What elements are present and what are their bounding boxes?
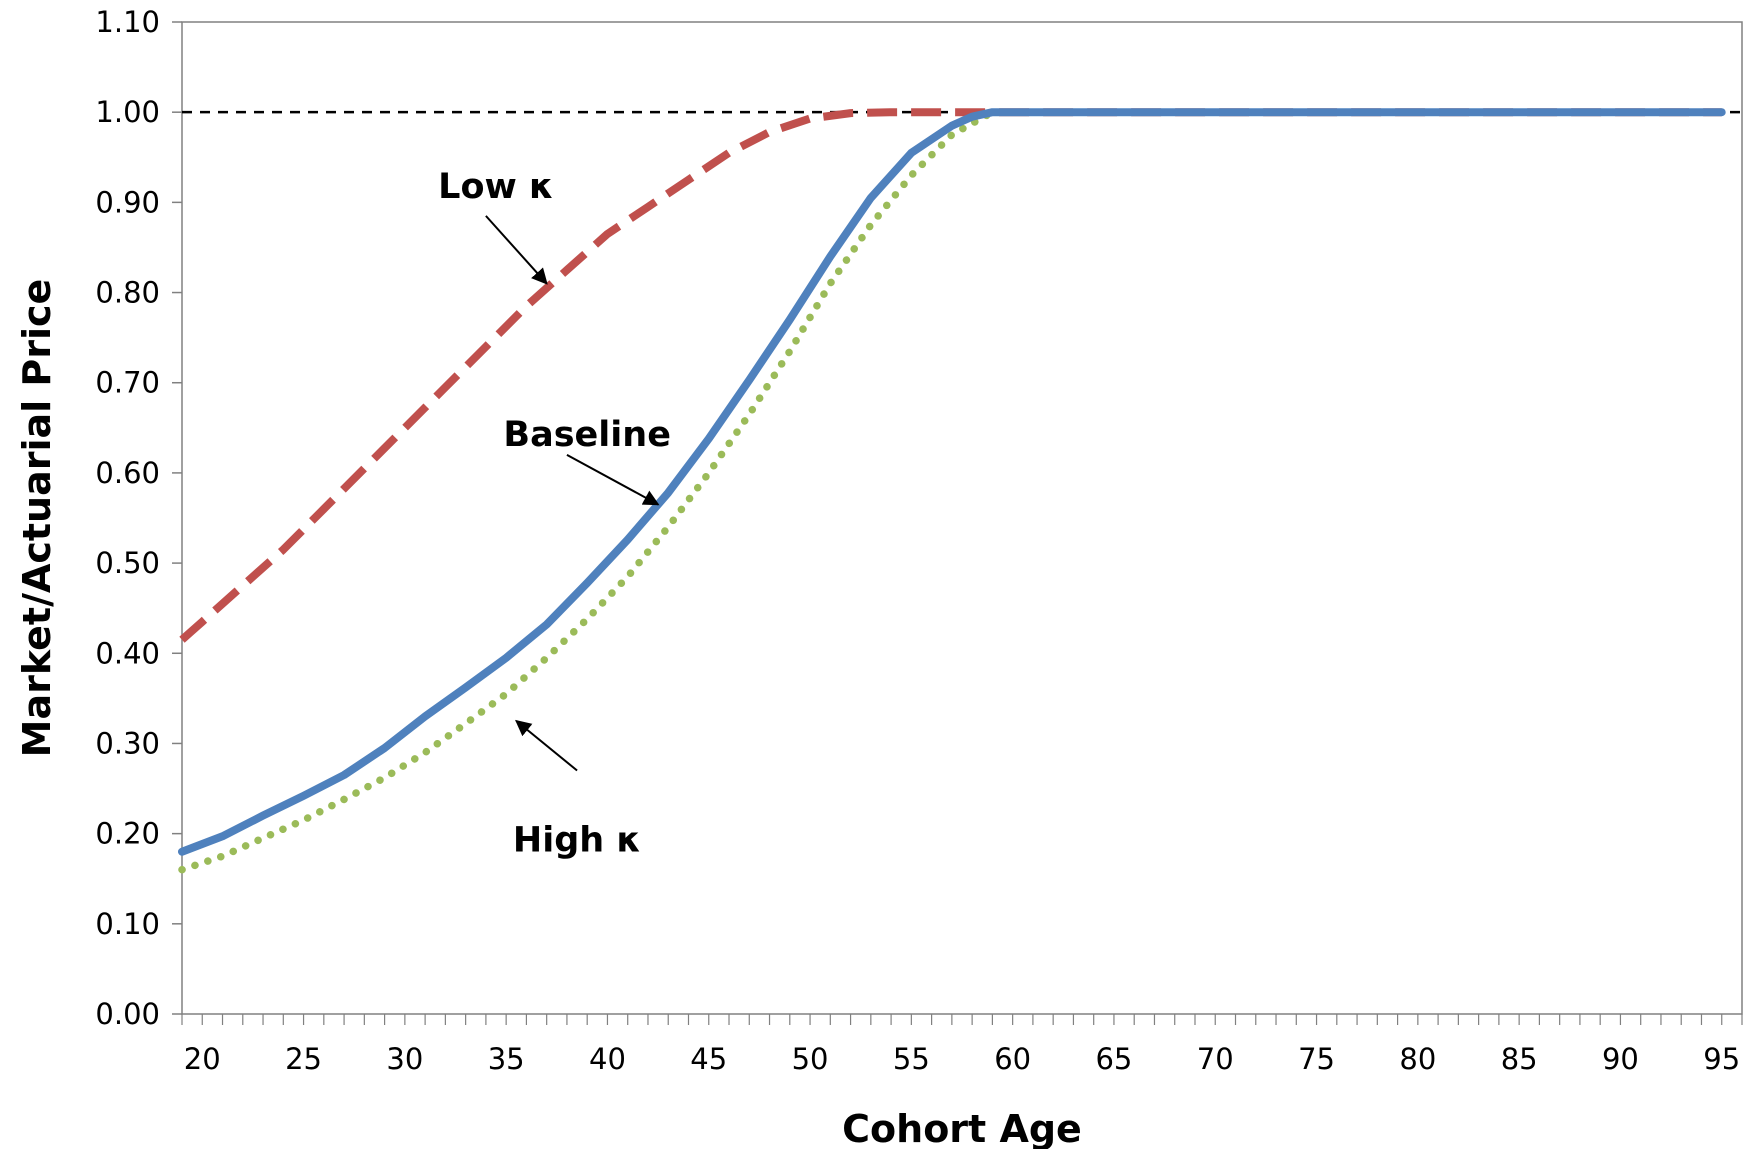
x-tick-label: 70 xyxy=(1197,1042,1234,1076)
annotation-arrow-low xyxy=(485,215,548,285)
y-tick-label: 0.40 xyxy=(95,636,160,670)
annotation-arrow-high xyxy=(515,719,578,772)
x-tick-label: 55 xyxy=(893,1042,930,1076)
y-tick-label: 0.50 xyxy=(95,546,160,580)
y-axis: 0.00 0.10 0.20 0.30 0.40 0.50 0.60 0.70 0.80 0.90… xyxy=(95,5,182,1031)
annotation-low: Low κ xyxy=(438,167,554,207)
x-tick-label: 75 xyxy=(1298,1042,1335,1076)
y-tick-label: 1.00 xyxy=(95,95,160,129)
y-tick-label: 0.60 xyxy=(95,456,160,490)
x-tick-label: 65 xyxy=(1095,1042,1132,1076)
y-axis-title: Market/Actuarial Price xyxy=(15,279,59,758)
y-tick-label: 0.30 xyxy=(95,726,160,760)
series-line-low xyxy=(179,108,1722,643)
y-tick-label: 1.10 xyxy=(95,5,160,39)
x-tick-label: 80 xyxy=(1399,1042,1436,1076)
x-minor-ticks xyxy=(181,1014,1743,1025)
x-tick-label: 20 xyxy=(184,1042,221,1076)
x-tick-label: 90 xyxy=(1602,1042,1639,1076)
x-tick-label: 30 xyxy=(386,1042,423,1076)
x-tick-label: 25 xyxy=(285,1042,322,1076)
annotation-baseline: Baseline xyxy=(503,415,671,455)
x-tick-label: 50 xyxy=(792,1042,829,1076)
x-axis-title: Cohort Age xyxy=(842,1107,1082,1149)
y-tick-label: 0.90 xyxy=(95,185,160,219)
annotations: Low κ Baseline High κ xyxy=(438,167,671,861)
series-line-high xyxy=(178,108,1726,874)
x-tick-label: 35 xyxy=(488,1042,525,1076)
plot-area xyxy=(181,21,1743,1015)
annotation-arrow-baseline xyxy=(566,453,660,506)
y-tick-label: 0.10 xyxy=(95,907,160,941)
x-tick-label: 40 xyxy=(589,1042,626,1076)
series-line-baseline xyxy=(178,108,1726,856)
annotation-high: High κ xyxy=(513,821,641,861)
y-tick-label: 0.00 xyxy=(95,997,160,1031)
series-group xyxy=(178,108,1726,874)
x-axis: 20 25 30 35 40 45 50 55 60 65 70 75 80 85 90 95 xyxy=(184,1042,1740,1076)
x-tick-label: 95 xyxy=(1703,1042,1740,1076)
x-tick-label: 45 xyxy=(690,1042,727,1076)
x-tick-label: 60 xyxy=(994,1042,1031,1076)
y-tick-label: 0.80 xyxy=(95,276,160,310)
x-tick-label: 85 xyxy=(1501,1042,1538,1076)
y-tick-label: 0.70 xyxy=(95,366,160,400)
y-tick-label: 0.20 xyxy=(95,817,160,851)
